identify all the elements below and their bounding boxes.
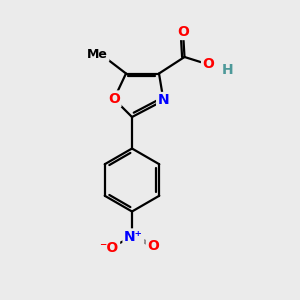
Text: O: O [177,25,189,38]
Text: O: O [147,239,159,253]
Text: N: N [158,94,169,107]
Text: H: H [222,64,234,77]
Text: Me: Me [87,47,108,61]
Text: N⁺: N⁺ [124,230,143,244]
Text: O: O [108,92,120,106]
Text: ⁻O: ⁻O [99,241,119,254]
Text: O: O [202,58,214,71]
